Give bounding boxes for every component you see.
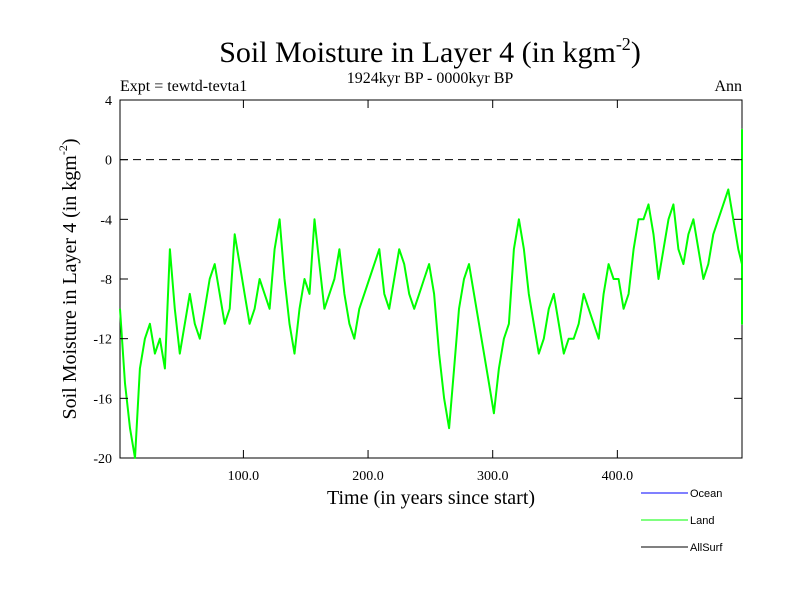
- y-axis-label: Soil Moisture in Layer 4 (in kgm-2): [56, 138, 81, 419]
- land-series-line: [119, 128, 743, 459]
- subtitle-right: Ann: [714, 78, 742, 95]
- x-axis: 100.0 200.0 300.0 400.0: [228, 100, 633, 484]
- legend-label-allsurf: AllSurf: [690, 542, 723, 554]
- x-tick-label: 400.0: [602, 469, 634, 484]
- y-axis: 4 0 -4 -8 -12 -16 -20: [93, 94, 742, 467]
- x-tick-label: 300.0: [477, 469, 509, 484]
- x-tick-label: 200.0: [352, 469, 384, 484]
- legend: Ocean Land AllSurf: [641, 488, 723, 554]
- x-tick-label: 100.0: [228, 469, 260, 484]
- y-tick-label: -8: [100, 273, 112, 288]
- y-tick-label: -4: [100, 213, 112, 228]
- subtitle-left: Expt = tewtd-tevta1: [120, 78, 247, 95]
- x-axis-label: Time (in years since start): [327, 487, 535, 509]
- y-tick-label: -12: [93, 333, 112, 348]
- legend-item-land: Land: [641, 515, 714, 527]
- subtitle-center: 1924kyr BP - 0000kyr BP: [347, 70, 514, 87]
- y-tick-label: 4: [105, 94, 112, 109]
- y-tick-label: 0: [105, 154, 112, 169]
- chart-title: Soil Moisture in Layer 4 (in kgm-2): [219, 34, 641, 69]
- legend-item-allsurf: AllSurf: [641, 542, 723, 554]
- y-tick-label: -16: [93, 392, 112, 407]
- legend-item-ocean: Ocean: [641, 488, 722, 500]
- y-tick-label: -20: [93, 452, 112, 467]
- legend-label-land: Land: [690, 515, 714, 527]
- legend-label-ocean: Ocean: [690, 488, 722, 500]
